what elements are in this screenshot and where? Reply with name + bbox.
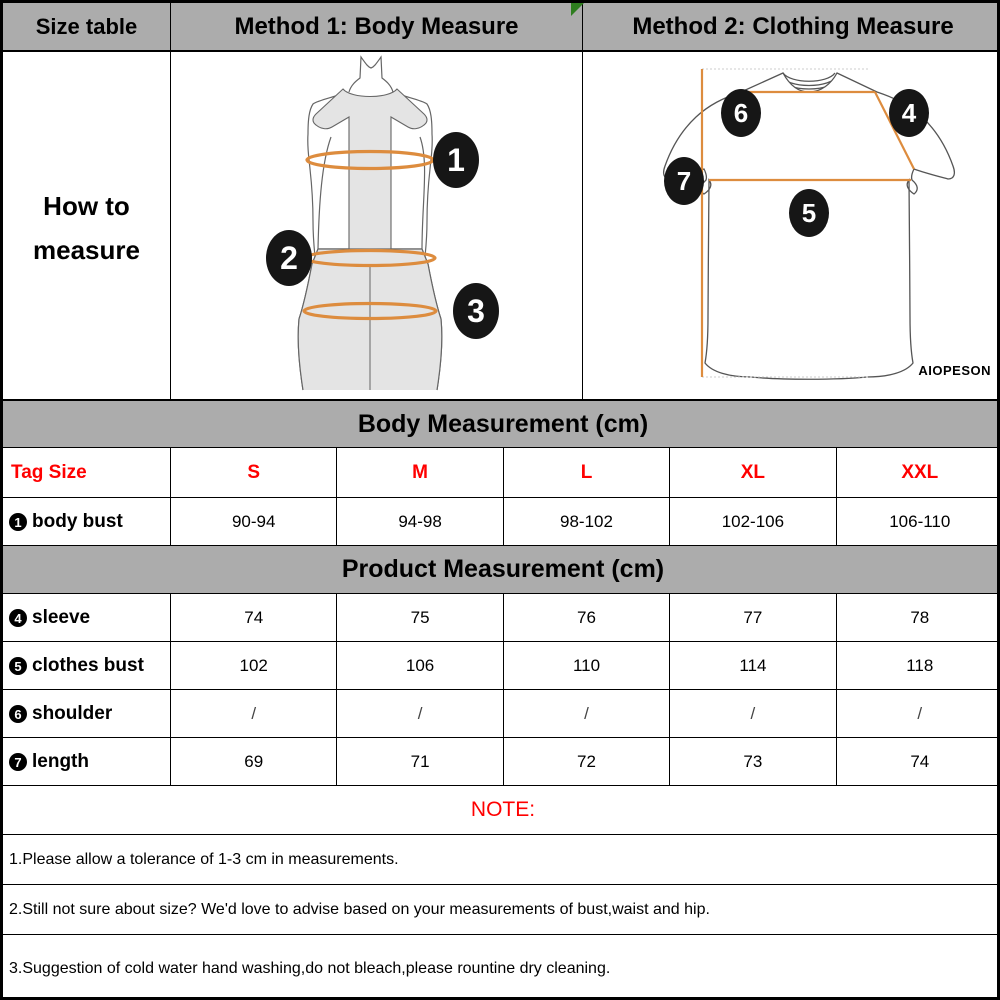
svg-text:4: 4 <box>902 98 917 128</box>
svg-text:7: 7 <box>677 166 691 196</box>
svg-text:6: 6 <box>734 98 748 128</box>
svg-text:5: 5 <box>802 198 816 228</box>
svg-text:AIOPESON: AIOPESON <box>918 363 991 378</box>
svg-text:1: 1 <box>447 142 465 178</box>
svg-text:2: 2 <box>280 240 298 276</box>
svg-text:3: 3 <box>467 293 485 329</box>
